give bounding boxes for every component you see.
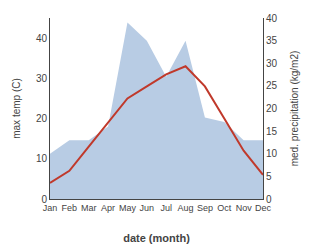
svg-text:Jan: Jan <box>43 203 58 213</box>
svg-text:med. precipitation (kg/m2): med. precipitation (kg/m2) <box>289 51 300 167</box>
svg-text:Jul: Jul <box>160 203 172 213</box>
svg-text:20: 20 <box>36 113 48 124</box>
svg-text:Nov: Nov <box>236 203 253 213</box>
svg-text:Aug: Aug <box>178 203 194 213</box>
svg-text:30: 30 <box>266 58 278 69</box>
svg-text:date (month): date (month) <box>123 232 190 244</box>
svg-text:Mar: Mar <box>81 203 97 213</box>
svg-text:40: 40 <box>266 13 278 24</box>
svg-text:20: 20 <box>266 103 278 114</box>
svg-text:Dec: Dec <box>255 203 272 213</box>
svg-text:Sep: Sep <box>197 203 213 213</box>
svg-text:30: 30 <box>36 73 48 84</box>
svg-text:35: 35 <box>266 35 278 46</box>
svg-text:40: 40 <box>36 33 48 44</box>
svg-text:Oct: Oct <box>217 203 232 213</box>
svg-text:25: 25 <box>266 80 278 91</box>
svg-text:0: 0 <box>41 194 47 205</box>
svg-text:0: 0 <box>266 194 272 205</box>
svg-text:15: 15 <box>266 126 278 137</box>
svg-text:max temp (C): max temp (C) <box>11 78 22 139</box>
svg-text:Apr: Apr <box>101 203 115 213</box>
svg-text:Feb: Feb <box>62 203 78 213</box>
svg-text:Jun: Jun <box>140 203 155 213</box>
svg-text:10: 10 <box>36 153 48 164</box>
svg-text:10: 10 <box>266 148 278 159</box>
svg-text:May: May <box>119 203 137 213</box>
svg-text:5: 5 <box>266 171 272 182</box>
